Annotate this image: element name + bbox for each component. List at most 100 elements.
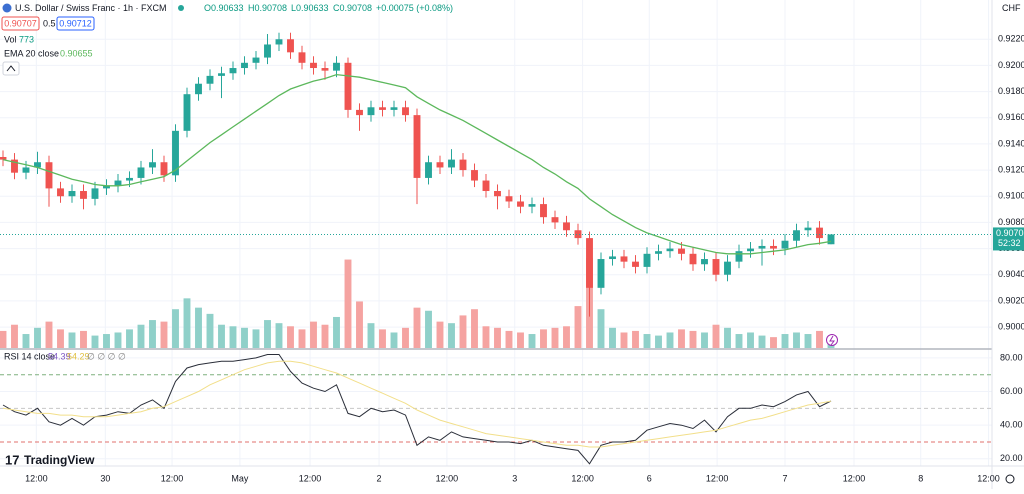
volume-bar [11, 324, 18, 348]
volume-bar [264, 320, 271, 348]
volume-bar [781, 334, 789, 348]
y-tick-label: 0.92200 [998, 34, 1024, 44]
candle-body [620, 256, 628, 262]
candle-body [367, 107, 375, 116]
volume-bar [701, 332, 708, 348]
candle-body [206, 75, 214, 84]
indicator-lines [0, 73, 992, 255]
candle-body [655, 251, 662, 254]
volume-bar [34, 327, 41, 348]
rsi-line [2, 360, 832, 448]
x-tick-label: May [231, 473, 249, 483]
spread: 0.5 [43, 18, 56, 28]
x-tick-label: 12:00 [436, 473, 459, 483]
volume-bar [218, 324, 225, 348]
candle-body [643, 253, 651, 267]
last-price-tag [993, 227, 1024, 251]
candle-body [275, 39, 283, 45]
volume-bar [321, 324, 329, 348]
ohlc-high: H0.90708 [248, 3, 287, 13]
volume-bar [241, 327, 248, 348]
grid [0, 0, 992, 466]
candle-body [632, 261, 639, 267]
volume-bar [45, 321, 53, 348]
candle-body [126, 177, 133, 181]
candle-body [724, 261, 731, 275]
candle-body [471, 170, 478, 181]
candle-body [321, 68, 329, 71]
volume-bar [735, 334, 743, 348]
volume-bar [724, 327, 731, 348]
candle-body [425, 162, 432, 178]
volume-bar [183, 298, 191, 348]
volume-bar [655, 335, 662, 348]
candle-body [390, 107, 398, 110]
collapse-button[interactable] [2, 61, 20, 76]
volume-bar [206, 313, 214, 348]
volume-bar [287, 326, 294, 348]
candle-body [678, 248, 685, 254]
volume-bar [597, 309, 605, 348]
volume-bar [471, 309, 478, 348]
candle-body [712, 259, 720, 275]
candle-body [528, 204, 536, 207]
volume-bar [816, 330, 823, 348]
volume-bar [126, 329, 133, 348]
candle-body [540, 204, 547, 218]
volume-bar [310, 321, 317, 348]
y-tick-label: 60.00 [1000, 386, 1023, 396]
symbol-title: U.S. Dollar / Swiss Franc · 1h · FXCM [15, 3, 167, 13]
axes: 12:00 30 12:00 May 12:00 2 12:00 3 12:00 6 12:00 7 1… [25, 34, 1024, 483]
rsi-line [2, 354, 832, 465]
candle-body [68, 191, 76, 197]
y-tick-label: 80.00 [1000, 352, 1023, 362]
ask-box[interactable] [56, 16, 95, 31]
change: +0.00075 (+0.08%) [376, 3, 453, 13]
y-tick-label: 20.00 [1000, 453, 1023, 463]
x-tick-label: 3 [512, 473, 517, 483]
volume-bar [229, 326, 237, 348]
bid-box[interactable] [1, 16, 40, 31]
volume-bar [402, 327, 409, 348]
x-tick-label: 7 [782, 473, 787, 483]
volume-bar [103, 334, 110, 348]
volume-bar [195, 307, 202, 348]
candle-body [494, 191, 501, 197]
events-icon[interactable] [826, 334, 838, 346]
candle-body [747, 248, 754, 252]
volume-bar [517, 332, 524, 348]
settings-icon[interactable] [1005, 474, 1015, 484]
candle-body [793, 230, 800, 241]
candle-body [459, 159, 467, 171]
candle-body [172, 130, 179, 176]
volume-bar [540, 329, 547, 348]
currency: CHF [1002, 3, 1021, 13]
x-tick-label: 12:00 [571, 473, 594, 483]
volume-bar [494, 327, 501, 348]
candle-body [195, 83, 202, 95]
volume-bar [137, 324, 145, 348]
market-status[interactable] [178, 5, 184, 11]
candle-body [666, 248, 674, 252]
ema-line [2, 73, 832, 255]
candle-body [160, 162, 168, 176]
candle-body [241, 62, 248, 69]
rsi-ma-last: 54.29 [67, 351, 90, 361]
volume-bar [574, 306, 582, 348]
volume-bar [344, 259, 352, 348]
candle-body [11, 159, 18, 173]
x-tick-label: 30 [100, 473, 110, 483]
rsi-legend: RSI 14 close [4, 351, 55, 361]
candle-body [505, 196, 513, 202]
candle-body [333, 62, 340, 71]
candle-body [91, 188, 99, 199]
volume-bar [609, 327, 616, 348]
volume-bar [758, 335, 766, 348]
candle-body [551, 217, 559, 223]
